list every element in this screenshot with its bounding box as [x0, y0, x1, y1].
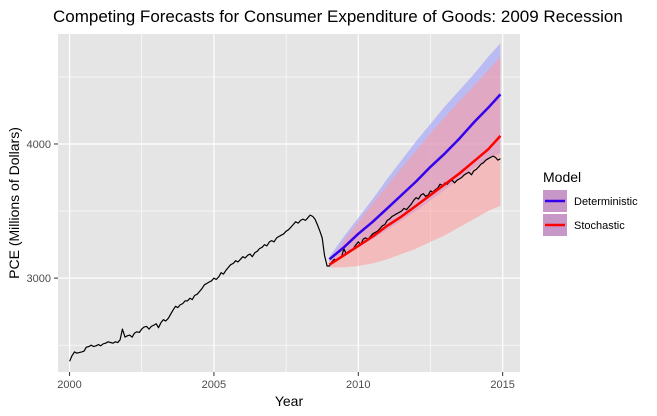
y-axis-ticks: 3000 4000 — [27, 139, 58, 285]
y-axis-title: PCE (Millions of Dollars) — [6, 127, 22, 279]
x-axis-title: Year — [275, 393, 304, 409]
line-stochastic — [328, 135, 502, 266]
band-stochastic — [329, 56, 501, 268]
forecast-bands — [329, 43, 501, 268]
legend-label-stochastic: Stochastic — [574, 220, 625, 232]
series-lines — [69, 93, 502, 362]
x-tick-label: 2015 — [490, 379, 514, 391]
legend: Model Deterministic Stochastic — [543, 169, 638, 236]
line-deterministic — [328, 93, 502, 261]
x-tick-label: 2010 — [346, 379, 370, 391]
legend-label-deterministic: Deterministic — [574, 196, 638, 208]
y-tick-label: 4000 — [27, 139, 51, 151]
line-actual — [69, 155, 501, 362]
x-tick-label: 2000 — [57, 379, 81, 391]
x-tick-label: 2005 — [202, 379, 226, 391]
x-axis-ticks: 2000 2005 2010 2015 — [57, 372, 515, 391]
chart-title: Competing Forecasts for Consumer Expendi… — [53, 7, 623, 26]
legend-title: Model — [543, 169, 581, 185]
y-tick-label: 3000 — [27, 273, 51, 285]
